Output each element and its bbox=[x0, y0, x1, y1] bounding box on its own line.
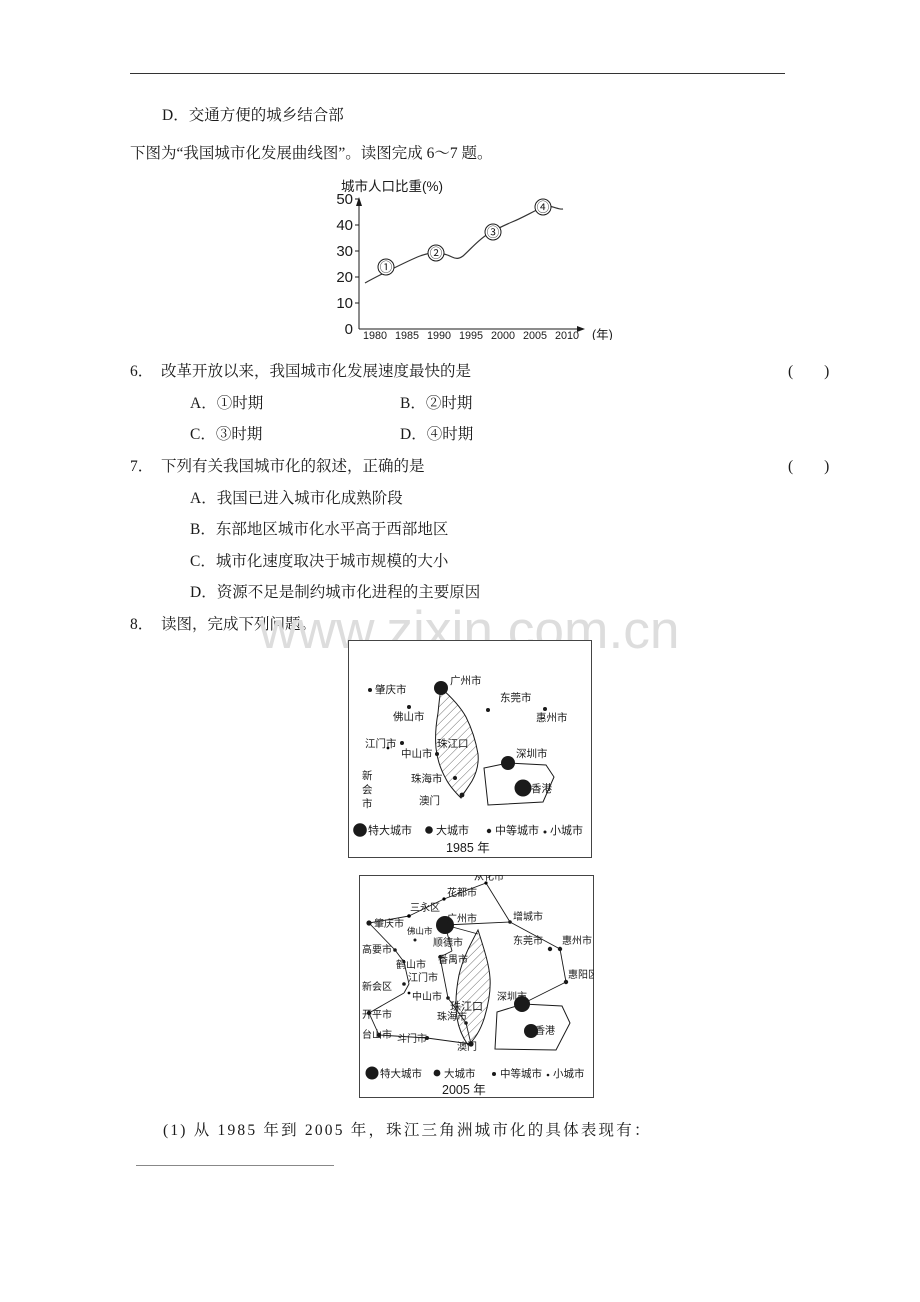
svg-text:特大城市: 特大城市 bbox=[380, 1067, 422, 1080]
svg-text:1985 年: 1985 年 bbox=[446, 841, 490, 855]
svg-text:东莞市: 东莞市 bbox=[513, 934, 543, 947]
svg-text:斗门市: 斗门市 bbox=[397, 1032, 427, 1045]
svg-text:小城市: 小城市 bbox=[550, 823, 583, 837]
svg-text:肇庆市: 肇庆市 bbox=[375, 683, 407, 696]
svg-text:从化市: 从化市 bbox=[474, 875, 504, 883]
svg-text:深圳市: 深圳市 bbox=[516, 747, 548, 760]
svg-text:顺德市: 顺德市 bbox=[433, 936, 463, 949]
svg-text:惠阳区: 惠阳区 bbox=[568, 968, 594, 981]
svg-text:深圳市: 深圳市 bbox=[497, 990, 527, 1003]
svg-text:东莞市: 东莞市 bbox=[500, 691, 532, 704]
svg-text:惠州市: 惠州市 bbox=[536, 711, 568, 724]
svg-text:小城市: 小城市 bbox=[553, 1067, 585, 1080]
svg-text:香港: 香港 bbox=[531, 783, 552, 795]
svg-text:台山市: 台山市 bbox=[362, 1028, 392, 1041]
svg-text:三永区: 三永区 bbox=[410, 901, 440, 914]
svg-text:佛山市: 佛山市 bbox=[393, 710, 425, 723]
svg-text:珠江口: 珠江口 bbox=[450, 999, 483, 1013]
svg-text:特大城市: 特大城市 bbox=[368, 823, 412, 837]
svg-text:肇庆市: 肇庆市 bbox=[374, 917, 404, 930]
svg-text:惠州市: 惠州市 bbox=[562, 934, 592, 947]
svg-text:市: 市 bbox=[362, 797, 373, 810]
svg-text:澳门: 澳门 bbox=[419, 794, 440, 807]
svg-text:增城市: 增城市 bbox=[513, 910, 543, 923]
svg-text:广州市: 广州市 bbox=[447, 912, 477, 925]
svg-text:珠海市: 珠海市 bbox=[411, 772, 443, 785]
svg-text:鹤山市: 鹤山市 bbox=[396, 958, 426, 971]
svg-text:澳门: 澳门 bbox=[457, 1040, 477, 1053]
svg-text:花都市: 花都市 bbox=[447, 886, 477, 899]
svg-text:高要市: 高要市 bbox=[362, 943, 392, 956]
svg-text:开平市: 开平市 bbox=[362, 1008, 392, 1021]
svg-text:中山市: 中山市 bbox=[412, 990, 442, 1003]
svg-text:2005 年: 2005 年 bbox=[442, 1083, 486, 1097]
svg-text:江门市: 江门市 bbox=[408, 971, 438, 984]
svg-text:中山市: 中山市 bbox=[401, 747, 433, 760]
svg-text:会: 会 bbox=[362, 783, 373, 796]
svg-text:新会区: 新会区 bbox=[362, 980, 392, 993]
svg-text:中等城市: 中等城市 bbox=[500, 1067, 542, 1080]
svg-text:佛山市: 佛山市 bbox=[407, 926, 433, 936]
svg-text:江门市: 江门市 bbox=[365, 737, 397, 750]
svg-text:新: 新 bbox=[362, 769, 373, 782]
svg-text:广州市: 广州市 bbox=[450, 674, 482, 687]
svg-text:大城市: 大城市 bbox=[436, 823, 469, 837]
svg-text:中等城市: 中等城市 bbox=[495, 823, 539, 837]
svg-text:番禺市: 番禺市 bbox=[438, 953, 468, 966]
svg-text:大城市: 大城市 bbox=[444, 1067, 476, 1080]
svg-text:香港: 香港 bbox=[535, 1025, 555, 1037]
svg-text:珠江口: 珠江口 bbox=[437, 737, 469, 750]
